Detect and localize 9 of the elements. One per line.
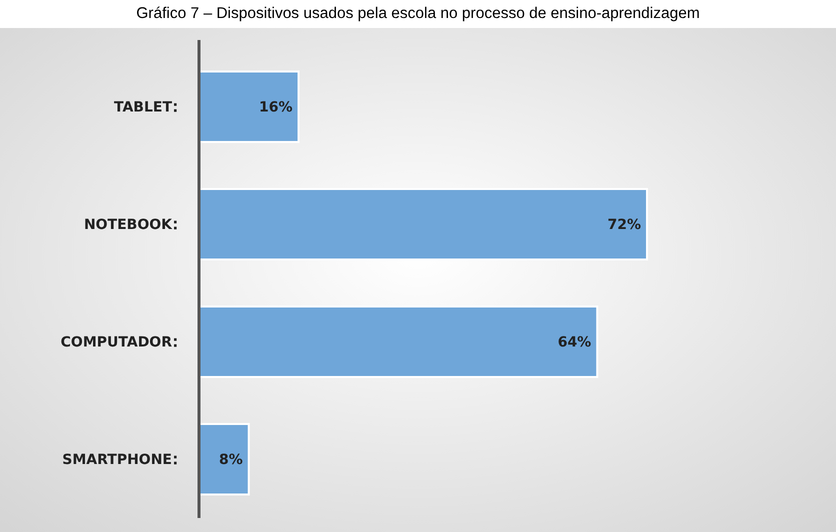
y-tick-label: TABLET xyxy=(114,100,172,116)
chart-title: Gráfico 7 – Dispositivos usados pela escola no processo de ensino-aprendizagem xyxy=(136,5,700,22)
y-tick-label: SMARTPHONE xyxy=(62,452,172,468)
data-label: 16% xyxy=(259,100,293,116)
data-label: 8% xyxy=(218,452,243,468)
data-label: 72% xyxy=(607,217,641,234)
y-tick-label: NOTEBOOK xyxy=(84,217,174,234)
y-tick-label: COMPUTADOR xyxy=(60,334,172,351)
data-label: 64% xyxy=(558,334,592,351)
